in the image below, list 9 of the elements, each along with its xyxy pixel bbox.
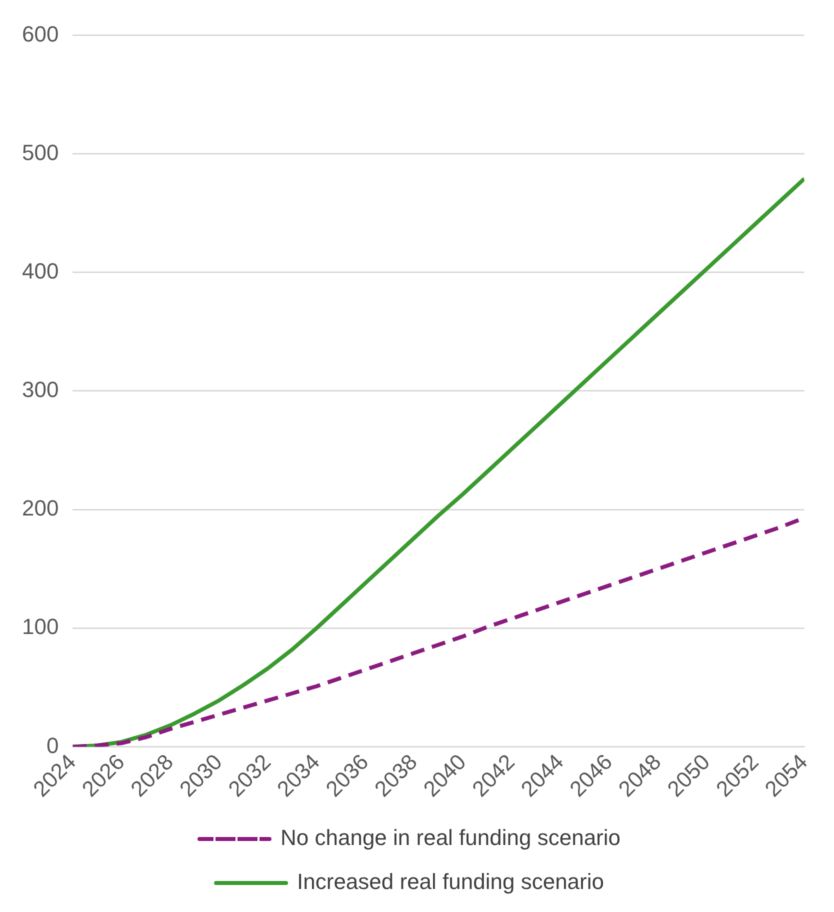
y-tick-label: 300 bbox=[22, 377, 59, 402]
y-tick-label: 0 bbox=[46, 732, 59, 758]
y-tick-label: 100 bbox=[22, 614, 59, 640]
y-tick-label: 500 bbox=[22, 140, 59, 165]
y-tick-label: 600 bbox=[22, 21, 59, 46]
legend-label: No change in real funding scenario bbox=[280, 825, 621, 850]
legend-label: Increased real funding scenario bbox=[297, 869, 604, 894]
y-tick-label: 400 bbox=[22, 258, 59, 284]
y-tick-label: 200 bbox=[22, 496, 59, 521]
